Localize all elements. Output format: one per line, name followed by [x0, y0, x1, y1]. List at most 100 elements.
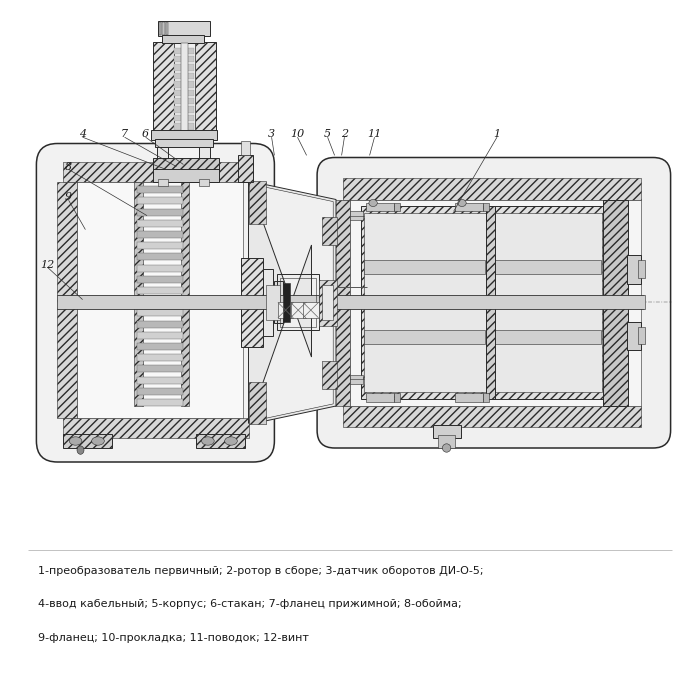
- Bar: [63, 418, 248, 438]
- Text: 10: 10: [290, 130, 304, 139]
- Text: 4: 4: [79, 130, 86, 139]
- Bar: [494, 214, 602, 392]
- Bar: [174, 115, 194, 121]
- Ellipse shape: [69, 437, 82, 445]
- Bar: [241, 141, 250, 155]
- Bar: [278, 302, 293, 318]
- Bar: [196, 434, 245, 448]
- Bar: [238, 155, 253, 182]
- Bar: [181, 182, 189, 406]
- Bar: [136, 231, 183, 238]
- Bar: [366, 203, 394, 211]
- Bar: [195, 42, 216, 133]
- Bar: [77, 182, 243, 418]
- Bar: [266, 285, 280, 320]
- Bar: [174, 90, 194, 96]
- Bar: [136, 287, 183, 294]
- Bar: [174, 106, 194, 113]
- Bar: [153, 169, 219, 182]
- Bar: [277, 274, 319, 330]
- Bar: [155, 139, 213, 147]
- Bar: [366, 393, 394, 402]
- Bar: [364, 260, 485, 274]
- Bar: [241, 258, 262, 346]
- Bar: [153, 42, 174, 133]
- Bar: [136, 388, 183, 395]
- Bar: [136, 399, 183, 406]
- Bar: [626, 256, 640, 284]
- Text: 12: 12: [41, 260, 55, 270]
- Bar: [455, 393, 483, 402]
- Bar: [280, 278, 316, 327]
- Bar: [166, 22, 168, 35]
- Bar: [638, 260, 645, 278]
- Bar: [159, 22, 161, 35]
- Bar: [153, 158, 219, 172]
- Text: 8: 8: [65, 162, 72, 172]
- Bar: [433, 425, 461, 438]
- Bar: [136, 209, 183, 216]
- Bar: [158, 178, 168, 186]
- Bar: [350, 375, 363, 384]
- Bar: [319, 280, 337, 326]
- Bar: [136, 220, 183, 227]
- Bar: [364, 214, 486, 392]
- Bar: [136, 365, 183, 372]
- Bar: [174, 43, 195, 133]
- Bar: [322, 217, 337, 245]
- Bar: [483, 203, 489, 211]
- Bar: [283, 283, 290, 322]
- Bar: [322, 360, 337, 388]
- Bar: [136, 242, 183, 249]
- Ellipse shape: [369, 199, 377, 206]
- Bar: [174, 123, 194, 130]
- Bar: [174, 56, 194, 62]
- FancyBboxPatch shape: [317, 158, 671, 448]
- Bar: [262, 269, 273, 336]
- Polygon shape: [253, 182, 336, 424]
- Bar: [350, 199, 640, 406]
- Bar: [343, 178, 640, 199]
- Bar: [248, 181, 266, 224]
- Text: 3: 3: [268, 130, 275, 139]
- Bar: [394, 203, 400, 211]
- Bar: [322, 285, 333, 320]
- Bar: [136, 253, 183, 260]
- Bar: [174, 73, 194, 79]
- Bar: [490, 206, 606, 399]
- Bar: [158, 21, 210, 36]
- Bar: [303, 302, 319, 318]
- Bar: [28, 21, 679, 553]
- Bar: [343, 406, 640, 427]
- Text: 9-фланец; 10-прокладка; 11-поводок; 12-винт: 9-фланец; 10-прокладка; 11-поводок; 12-в…: [38, 633, 309, 643]
- Bar: [350, 211, 363, 220]
- Bar: [438, 435, 455, 448]
- Bar: [150, 130, 217, 140]
- Bar: [157, 147, 168, 158]
- Bar: [136, 186, 183, 193]
- Bar: [274, 281, 283, 323]
- Bar: [248, 382, 266, 423]
- Bar: [136, 354, 183, 361]
- Bar: [199, 178, 209, 186]
- Bar: [364, 330, 485, 344]
- Bar: [136, 197, 183, 204]
- Bar: [455, 203, 483, 211]
- Bar: [486, 206, 495, 399]
- Bar: [57, 182, 77, 418]
- Bar: [63, 162, 248, 182]
- Bar: [162, 22, 164, 35]
- Bar: [136, 332, 183, 339]
- Bar: [174, 48, 194, 54]
- Bar: [360, 206, 490, 399]
- Bar: [136, 377, 183, 384]
- Bar: [136, 298, 183, 305]
- Bar: [290, 302, 306, 318]
- Ellipse shape: [225, 437, 237, 445]
- Text: 6: 6: [142, 130, 149, 139]
- Bar: [136, 343, 183, 350]
- Bar: [199, 147, 210, 158]
- Bar: [494, 330, 601, 344]
- Bar: [136, 321, 183, 328]
- Bar: [638, 327, 645, 344]
